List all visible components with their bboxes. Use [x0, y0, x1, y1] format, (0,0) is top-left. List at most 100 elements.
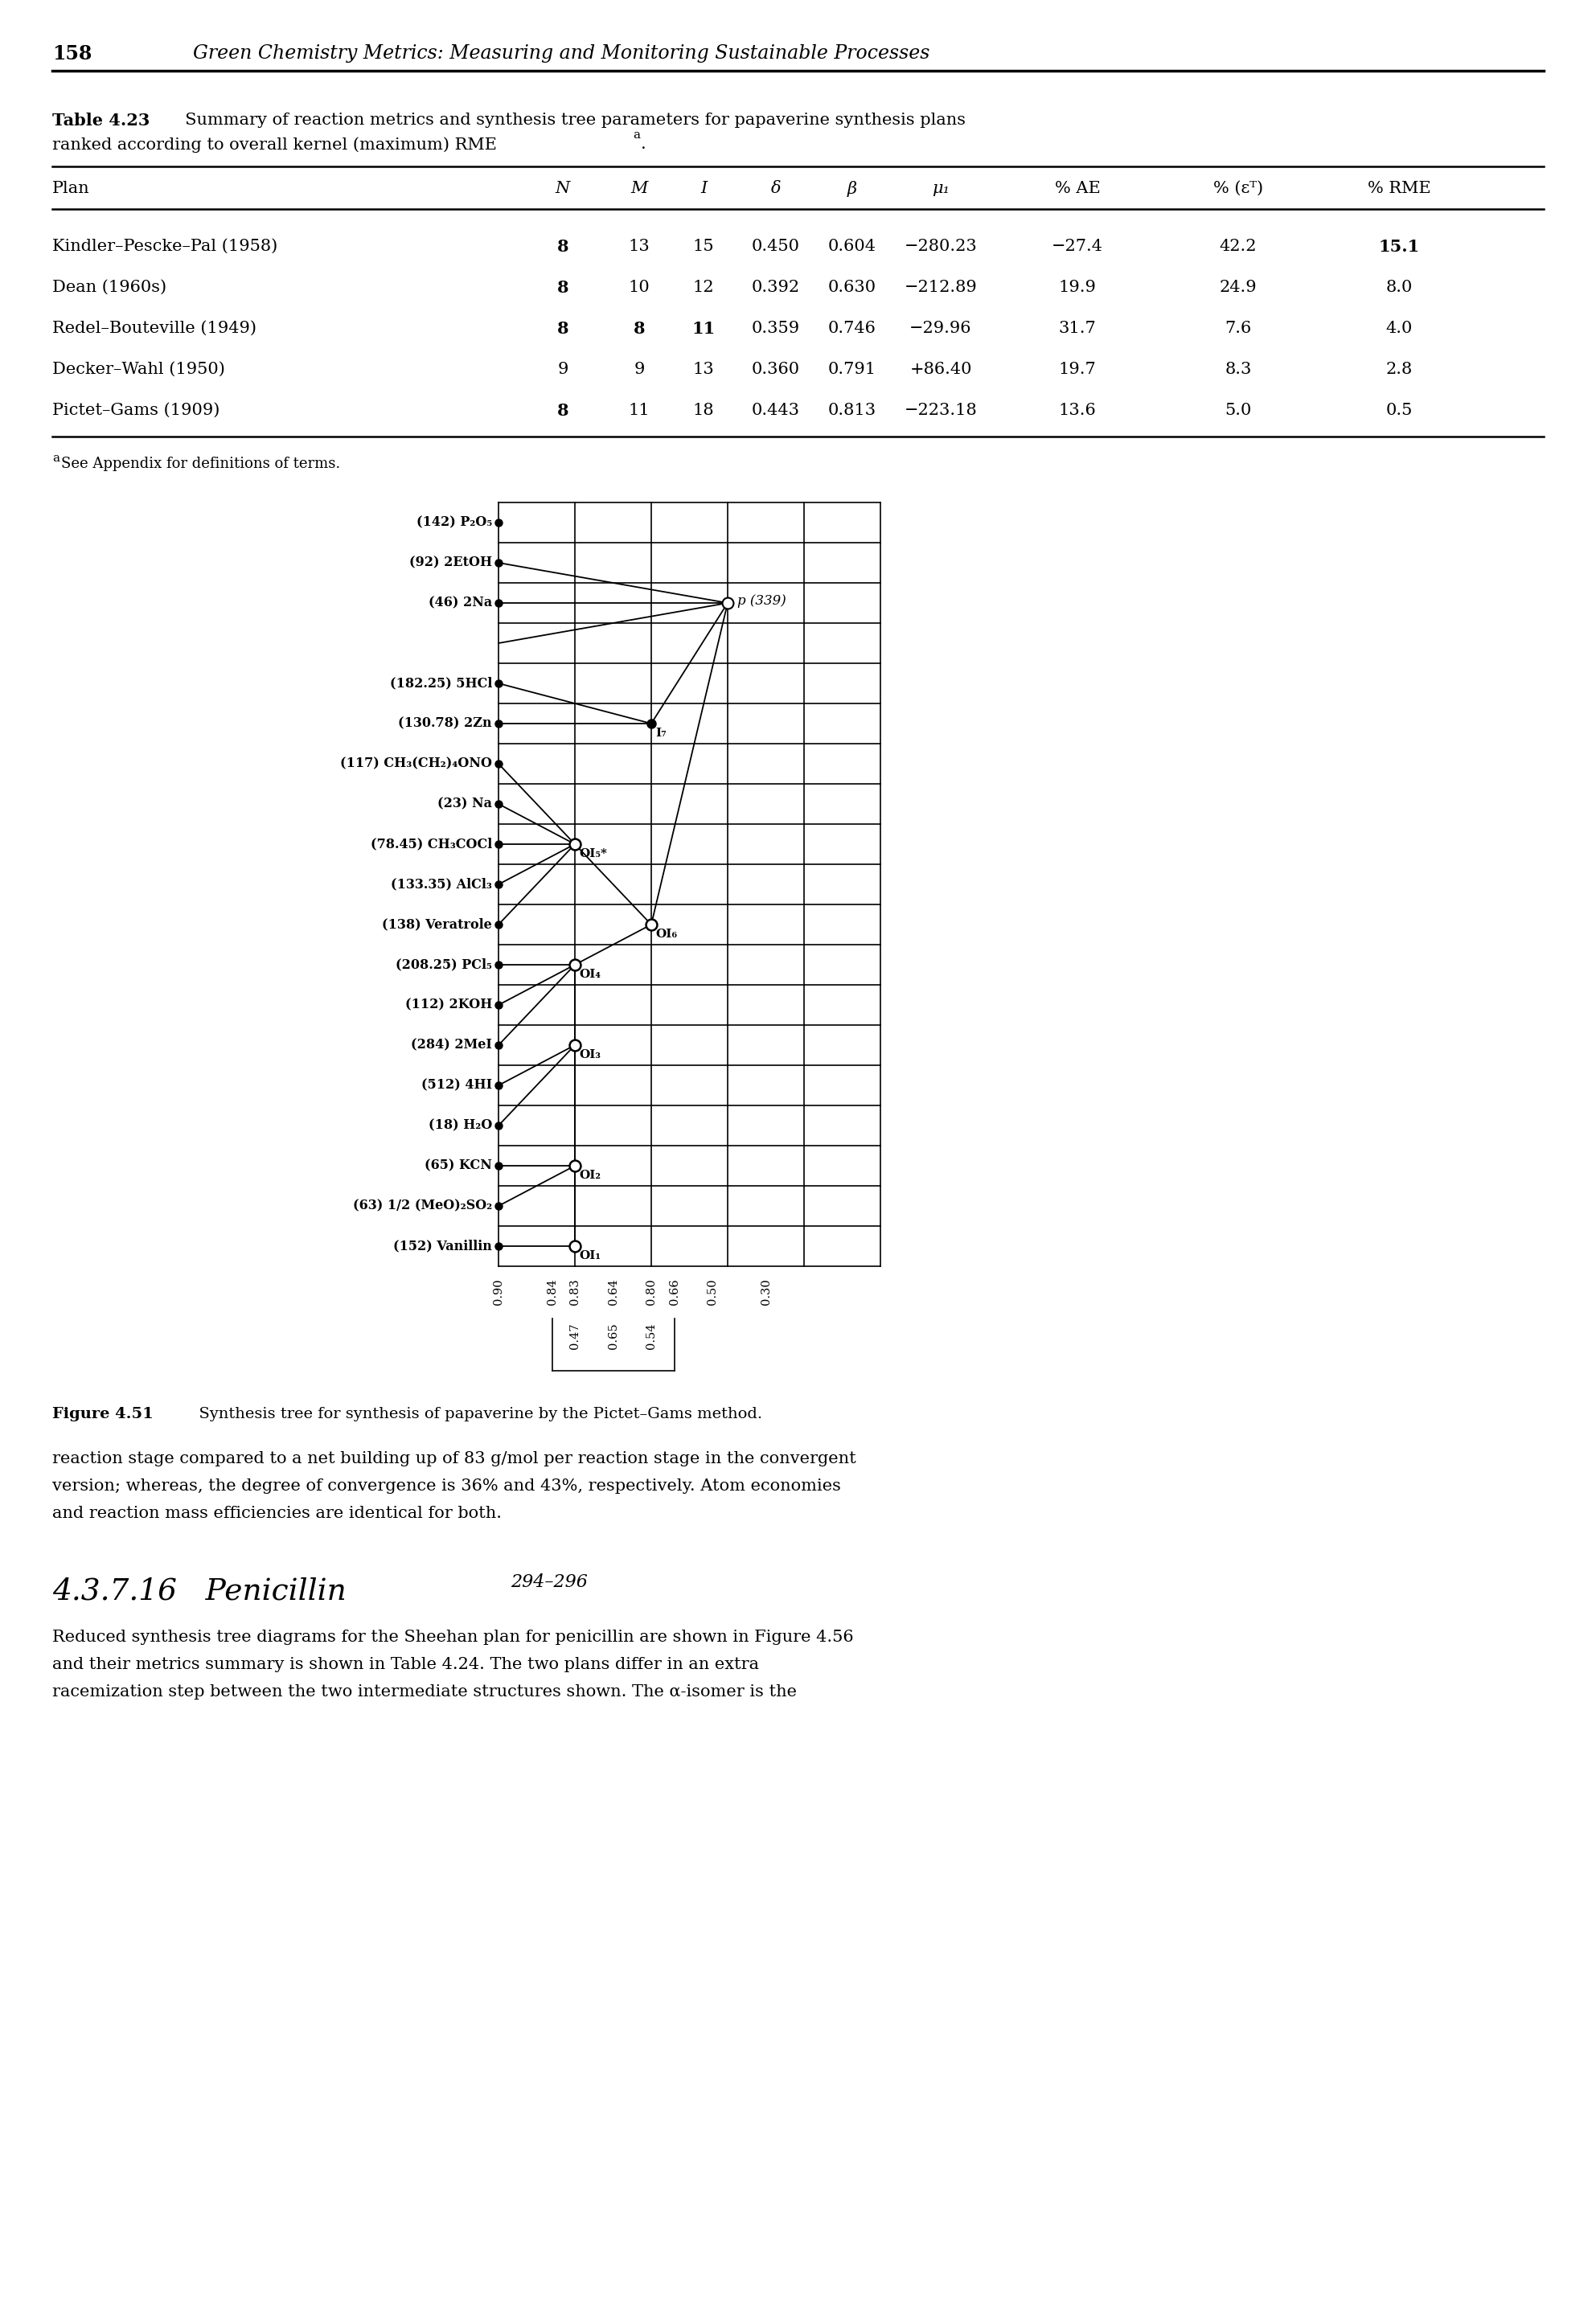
Text: 0.443: 0.443	[752, 403, 800, 417]
Text: Plan: Plan	[53, 181, 89, 197]
Text: −27.4: −27.4	[1052, 239, 1103, 255]
Text: 0.630: 0.630	[828, 280, 876, 294]
Text: 7.6: 7.6	[1224, 320, 1251, 336]
Text: I: I	[701, 181, 707, 197]
Text: (182.25) 5HCl: (182.25) 5HCl	[389, 677, 492, 690]
Text: OI₃: OI₃	[579, 1050, 600, 1061]
Text: 8: 8	[557, 280, 568, 297]
Text: reaction stage compared to a net building up of 83 g/mol per reaction stage in t: reaction stage compared to a net buildin…	[53, 1450, 855, 1467]
Text: 158: 158	[53, 44, 93, 63]
Text: 0.791: 0.791	[828, 361, 876, 378]
Text: 19.7: 19.7	[1058, 361, 1096, 378]
Text: −212.89: −212.89	[905, 280, 977, 294]
Text: (512) 4HI: (512) 4HI	[421, 1077, 492, 1091]
Text: −223.18: −223.18	[905, 403, 977, 417]
Text: 13.6: 13.6	[1058, 403, 1096, 417]
Text: 19.9: 19.9	[1058, 280, 1096, 294]
Text: (133.35) AlCl₃: (133.35) AlCl₃	[391, 878, 492, 892]
Text: Green Chemistry Metrics: Measuring and Monitoring Sustainable Processes: Green Chemistry Metrics: Measuring and M…	[193, 44, 930, 63]
Text: (23) Na: (23) Na	[437, 797, 492, 811]
Text: 9: 9	[634, 361, 645, 378]
Text: (130.78) 2Zn: (130.78) 2Zn	[399, 716, 492, 730]
Text: 0.65: 0.65	[608, 1323, 619, 1348]
Text: (138) Veratrole: (138) Veratrole	[381, 918, 492, 931]
Text: 11: 11	[691, 320, 715, 336]
Text: 4.3.7.16   Penicillin: 4.3.7.16 Penicillin	[53, 1578, 346, 1606]
Text: δ: δ	[771, 181, 780, 197]
Text: and their metrics summary is shown in Table 4.24. The two plans differ in an ext: and their metrics summary is shown in Ta…	[53, 1657, 760, 1673]
Text: 24.9: 24.9	[1219, 280, 1258, 294]
Text: 0.5: 0.5	[1385, 403, 1412, 417]
Text: 8: 8	[557, 239, 568, 255]
Text: 10: 10	[629, 280, 650, 294]
Text: 11: 11	[629, 403, 650, 417]
Text: (65) KCN: (65) KCN	[425, 1158, 492, 1172]
Text: 5.0: 5.0	[1224, 403, 1251, 417]
Text: (46) 2Na: (46) 2Na	[428, 595, 492, 609]
Text: 12: 12	[693, 280, 715, 294]
Text: 0.83: 0.83	[570, 1279, 581, 1304]
Text: 15.1: 15.1	[1379, 239, 1419, 255]
Text: (208.25) PCl₅: (208.25) PCl₅	[396, 957, 492, 971]
Text: (142) P₂O₅: (142) P₂O₅	[417, 517, 492, 528]
Text: OI₆: OI₆	[656, 929, 677, 941]
Text: 0.90: 0.90	[493, 1279, 504, 1304]
Text: 0.604: 0.604	[828, 239, 876, 255]
Text: 42.2: 42.2	[1219, 239, 1258, 255]
Text: Pictet–Gams (1909): Pictet–Gams (1909)	[53, 403, 220, 417]
Text: (152) Vanillin: (152) Vanillin	[393, 1240, 492, 1253]
Text: 2.8: 2.8	[1385, 361, 1412, 378]
Text: % (εᵀ): % (εᵀ)	[1213, 181, 1262, 197]
Text: OI₁: OI₁	[579, 1251, 600, 1260]
Text: 31.7: 31.7	[1058, 320, 1096, 336]
Text: version; whereas, the degree of convergence is 36% and 43%, respectively. Atom e: version; whereas, the degree of converge…	[53, 1478, 841, 1494]
Text: 0.450: 0.450	[752, 239, 800, 255]
Text: 13: 13	[629, 239, 650, 255]
Text: (78.45) CH₃COCl: (78.45) CH₃COCl	[370, 836, 492, 850]
Text: 294–296: 294–296	[511, 1573, 587, 1592]
Text: 0.360: 0.360	[752, 361, 800, 378]
Text: OI₄: OI₄	[579, 969, 600, 980]
Text: 0.84: 0.84	[546, 1279, 557, 1304]
Text: Figure 4.51: Figure 4.51	[53, 1406, 153, 1420]
Text: 8: 8	[634, 320, 645, 336]
Text: Redel–Bouteville (1949): Redel–Bouteville (1949)	[53, 320, 257, 336]
Text: (18) H₂O: (18) H₂O	[428, 1119, 492, 1133]
Text: (117) CH₃(CH₂)₄ONO: (117) CH₃(CH₂)₄ONO	[340, 758, 492, 772]
Text: Table 4.23: Table 4.23	[53, 114, 150, 130]
Text: Synthesis tree for synthesis of papaverine by the Pictet–Gams method.: Synthesis tree for synthesis of papaveri…	[188, 1406, 763, 1420]
Text: % AE: % AE	[1055, 181, 1100, 197]
Text: 0.50: 0.50	[707, 1279, 718, 1304]
Text: 15: 15	[693, 239, 715, 255]
Text: racemization step between the two intermediate structures shown. The α-isomer is: racemization step between the two interm…	[53, 1684, 796, 1701]
Text: OI₂: OI₂	[579, 1170, 600, 1182]
Text: β: β	[847, 181, 857, 197]
Text: 0.359: 0.359	[752, 320, 800, 336]
Text: 0.746: 0.746	[828, 320, 876, 336]
Text: 8.3: 8.3	[1224, 361, 1251, 378]
Text: 8.0: 8.0	[1385, 280, 1412, 294]
Text: μ₁: μ₁	[932, 181, 950, 197]
Text: 18: 18	[693, 403, 715, 417]
Text: 13: 13	[693, 361, 715, 378]
Text: 0.64: 0.64	[608, 1279, 619, 1304]
Text: Dean (1960s): Dean (1960s)	[53, 280, 166, 294]
Text: Decker–Wahl (1950): Decker–Wahl (1950)	[53, 361, 225, 378]
Text: Reduced synthesis tree diagrams for the Sheehan plan for penicillin are shown in: Reduced synthesis tree diagrams for the …	[53, 1629, 854, 1645]
Text: 0.30: 0.30	[760, 1279, 771, 1304]
Text: OI₅*: OI₅*	[579, 848, 606, 860]
Text: ranked according to overall kernel (maximum) RME: ranked according to overall kernel (maxi…	[53, 137, 496, 153]
Text: (112) 2KOH: (112) 2KOH	[405, 999, 492, 1013]
Text: 0.80: 0.80	[646, 1279, 658, 1304]
Text: 8: 8	[557, 320, 568, 336]
Text: 8: 8	[557, 403, 568, 419]
Text: +86.40: +86.40	[910, 361, 972, 378]
Text: M: M	[630, 181, 648, 197]
Text: I₇: I₇	[656, 728, 667, 739]
Text: (284) 2MeI: (284) 2MeI	[410, 1038, 492, 1052]
Text: (63) 1/2 (MeO)₂SO₂: (63) 1/2 (MeO)₂SO₂	[353, 1200, 492, 1212]
Text: −280.23: −280.23	[905, 239, 977, 255]
Text: Kindler–Pescke–Pal (1958): Kindler–Pescke–Pal (1958)	[53, 239, 278, 255]
Text: a: a	[632, 130, 640, 141]
Text: (92) 2EtOH: (92) 2EtOH	[409, 556, 492, 570]
